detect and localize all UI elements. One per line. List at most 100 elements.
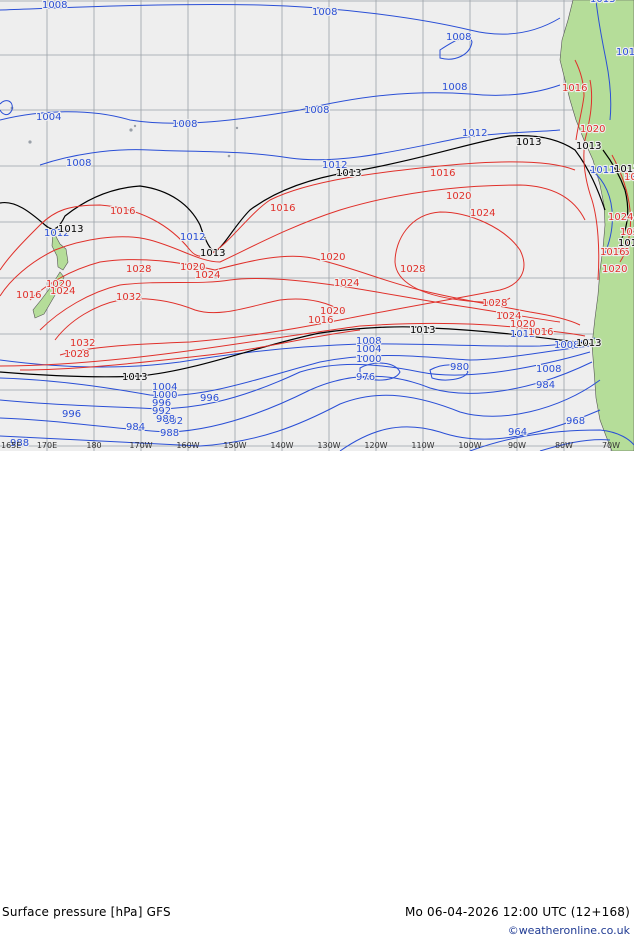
longitude-label: 150W	[223, 441, 246, 450]
isobar-label-red: 1024	[608, 212, 633, 223]
reference-isobar-1013	[0, 135, 629, 378]
isobar-label-blue: 1012	[180, 232, 205, 243]
isobar-label-red: 1016	[308, 315, 333, 326]
isobar-label-red: 1020	[580, 124, 605, 135]
isobar-label-red: 1020	[510, 319, 535, 330]
isobar-label-blue: 968	[566, 416, 585, 427]
ocean-background	[0, 0, 634, 451]
isobar-label-red: 1016	[430, 168, 455, 179]
valid-time: Mo 06-04-2026 12:00 UTC (12+168)	[404, 905, 630, 919]
longitude-label: 170W	[129, 441, 152, 450]
isobar-label-blue: 1004	[36, 112, 61, 123]
longitude-label: 120W	[364, 441, 387, 450]
isobar-label-blue: 992	[164, 416, 183, 427]
longitude-label: 170E	[37, 441, 57, 450]
isobar-label-red: 1016	[604, 247, 629, 258]
isobar-label-blue: 1008	[66, 158, 91, 169]
longitude-label: 140W	[270, 441, 293, 450]
longitude-label: 90W	[508, 441, 526, 450]
isobar-label-red: 1020	[446, 191, 471, 202]
isobar-label-red: 1024	[334, 278, 359, 289]
isobar-label-red: 1028	[482, 298, 507, 309]
isobar-label-black: 1013	[200, 248, 225, 259]
isobar-label-red: 1024	[195, 270, 220, 281]
isobar-label-layer: 1008 1008 1008 1008 1008 1008 1004 1008 1012 1012…	[9, 0, 634, 450]
isobar-label-blue: 984	[126, 422, 145, 433]
isobar-label-black: 1013	[516, 137, 541, 148]
isobar-label-black: 1013	[576, 141, 601, 152]
isobar-label-red: 1020	[180, 262, 205, 273]
isobar-label-blue: 1008	[304, 105, 329, 116]
isobar-label-blue: 1011	[590, 165, 615, 176]
longitude-label: 165E	[1, 441, 21, 450]
isobar-label-blue: 1008	[446, 32, 471, 43]
isobar-label-blue: 1008	[536, 364, 561, 375]
isobar-label-blue: 992	[152, 406, 171, 417]
isobar-label-blue: 1000	[356, 354, 381, 365]
longitude-label: 160W	[176, 441, 199, 450]
isobar-label-blue: 1008	[312, 7, 337, 18]
isobar-label-blue: 980	[450, 362, 469, 373]
isobar-label-blue: 984	[536, 380, 555, 391]
map-canvas: 1008 1008 1008 1008 1008 1008 1004 1008 1012 1012…	[0, 0, 634, 452]
longitude-axis: 165E 170E 180 170W 160W 150W 140W 130W 120W 110W 1…	[1, 441, 620, 450]
isobar-label-blue: 964	[508, 427, 527, 438]
isobar-label-red: 1028	[126, 264, 151, 275]
isobar-label-black: 1013	[614, 164, 634, 175]
isobar-label-red: 1028	[400, 264, 425, 275]
low-isobars	[0, 0, 634, 452]
isobar-label-red: 1032	[116, 292, 141, 303]
isobar-label-blue: 988	[156, 414, 175, 425]
isobar-label-blue: 1008	[356, 336, 381, 347]
isobar-label-blue: 988	[10, 438, 29, 449]
isobar-label-blue: 1008	[172, 119, 197, 130]
isobar-label-red: 1016	[110, 206, 135, 217]
isobar-label-blue: 996	[152, 398, 171, 409]
isobar-label-blue: 996	[200, 393, 219, 404]
isobar-label-red: 1028	[620, 227, 634, 238]
product-title: Surface pressure [hPa] GFS	[2, 905, 171, 919]
isobar-label-blue: 976	[356, 372, 375, 383]
isobar-label-red: 1016	[562, 83, 587, 94]
isobar-label-red: 1032	[70, 338, 95, 349]
longitude-label: 70W	[602, 441, 620, 450]
isobar-label-black: 1013	[336, 168, 361, 179]
isobar-label-red: 1020	[320, 306, 345, 317]
isobar-label-blue: 1004	[152, 382, 177, 393]
isobar-label-red: 1024	[470, 208, 495, 219]
isobar-label-red: 1016	[600, 247, 625, 258]
isobar-label-blue: 1012	[510, 329, 535, 340]
isobar-label-red: 1020	[602, 264, 627, 275]
longitude-label: 110W	[411, 441, 434, 450]
isobar-label-blue: 1012	[462, 128, 487, 139]
isobar-label-black: 1013	[122, 372, 147, 383]
isobar-label-blue: 1000	[152, 390, 177, 401]
isobar-label-blue: 1012	[322, 160, 347, 171]
high-isobars	[0, 59, 631, 371]
isobar-label-blue: 1008	[554, 340, 579, 351]
isobar-label-red: 1024	[50, 286, 75, 297]
longitude-label: 130W	[317, 441, 340, 450]
isobar-label-black: 1013	[576, 338, 601, 349]
longitude-label: 100W	[458, 441, 481, 450]
isobar-label-blue: 1011	[624, 169, 634, 180]
isobar-label-red: 1020	[320, 252, 345, 263]
longitude-label: 80W	[555, 441, 573, 450]
isobar-label-red: 1028	[64, 349, 89, 360]
isobar-label-red: 1016	[528, 327, 553, 338]
isobar-label-red: 1024	[624, 172, 634, 183]
credit-link[interactable]: ©weatheronline.co.uk	[507, 924, 630, 937]
isobar-label-blue: 1013	[590, 0, 615, 5]
isobar-label-blue: 1012	[44, 228, 69, 239]
footer-bar: Surface pressure [hPa] GFS Mo 06-04-2026…	[0, 451, 634, 937]
isobar-label-red: 1016	[270, 203, 295, 214]
isobar-label-black: 1013	[618, 238, 634, 249]
isobar-label-black: 1013	[58, 224, 83, 235]
new-zealand-south-island	[32, 271, 65, 319]
isobar-label-red: 1016	[16, 290, 41, 301]
isobar-label-blue: 1008	[442, 82, 467, 93]
isobar-label-blue: 1008	[42, 0, 67, 11]
longitude-label: 180	[86, 441, 101, 450]
pressure-map: 1008 1008 1008 1008 1008 1008 1004 1008 1012 1012…	[0, 0, 634, 452]
